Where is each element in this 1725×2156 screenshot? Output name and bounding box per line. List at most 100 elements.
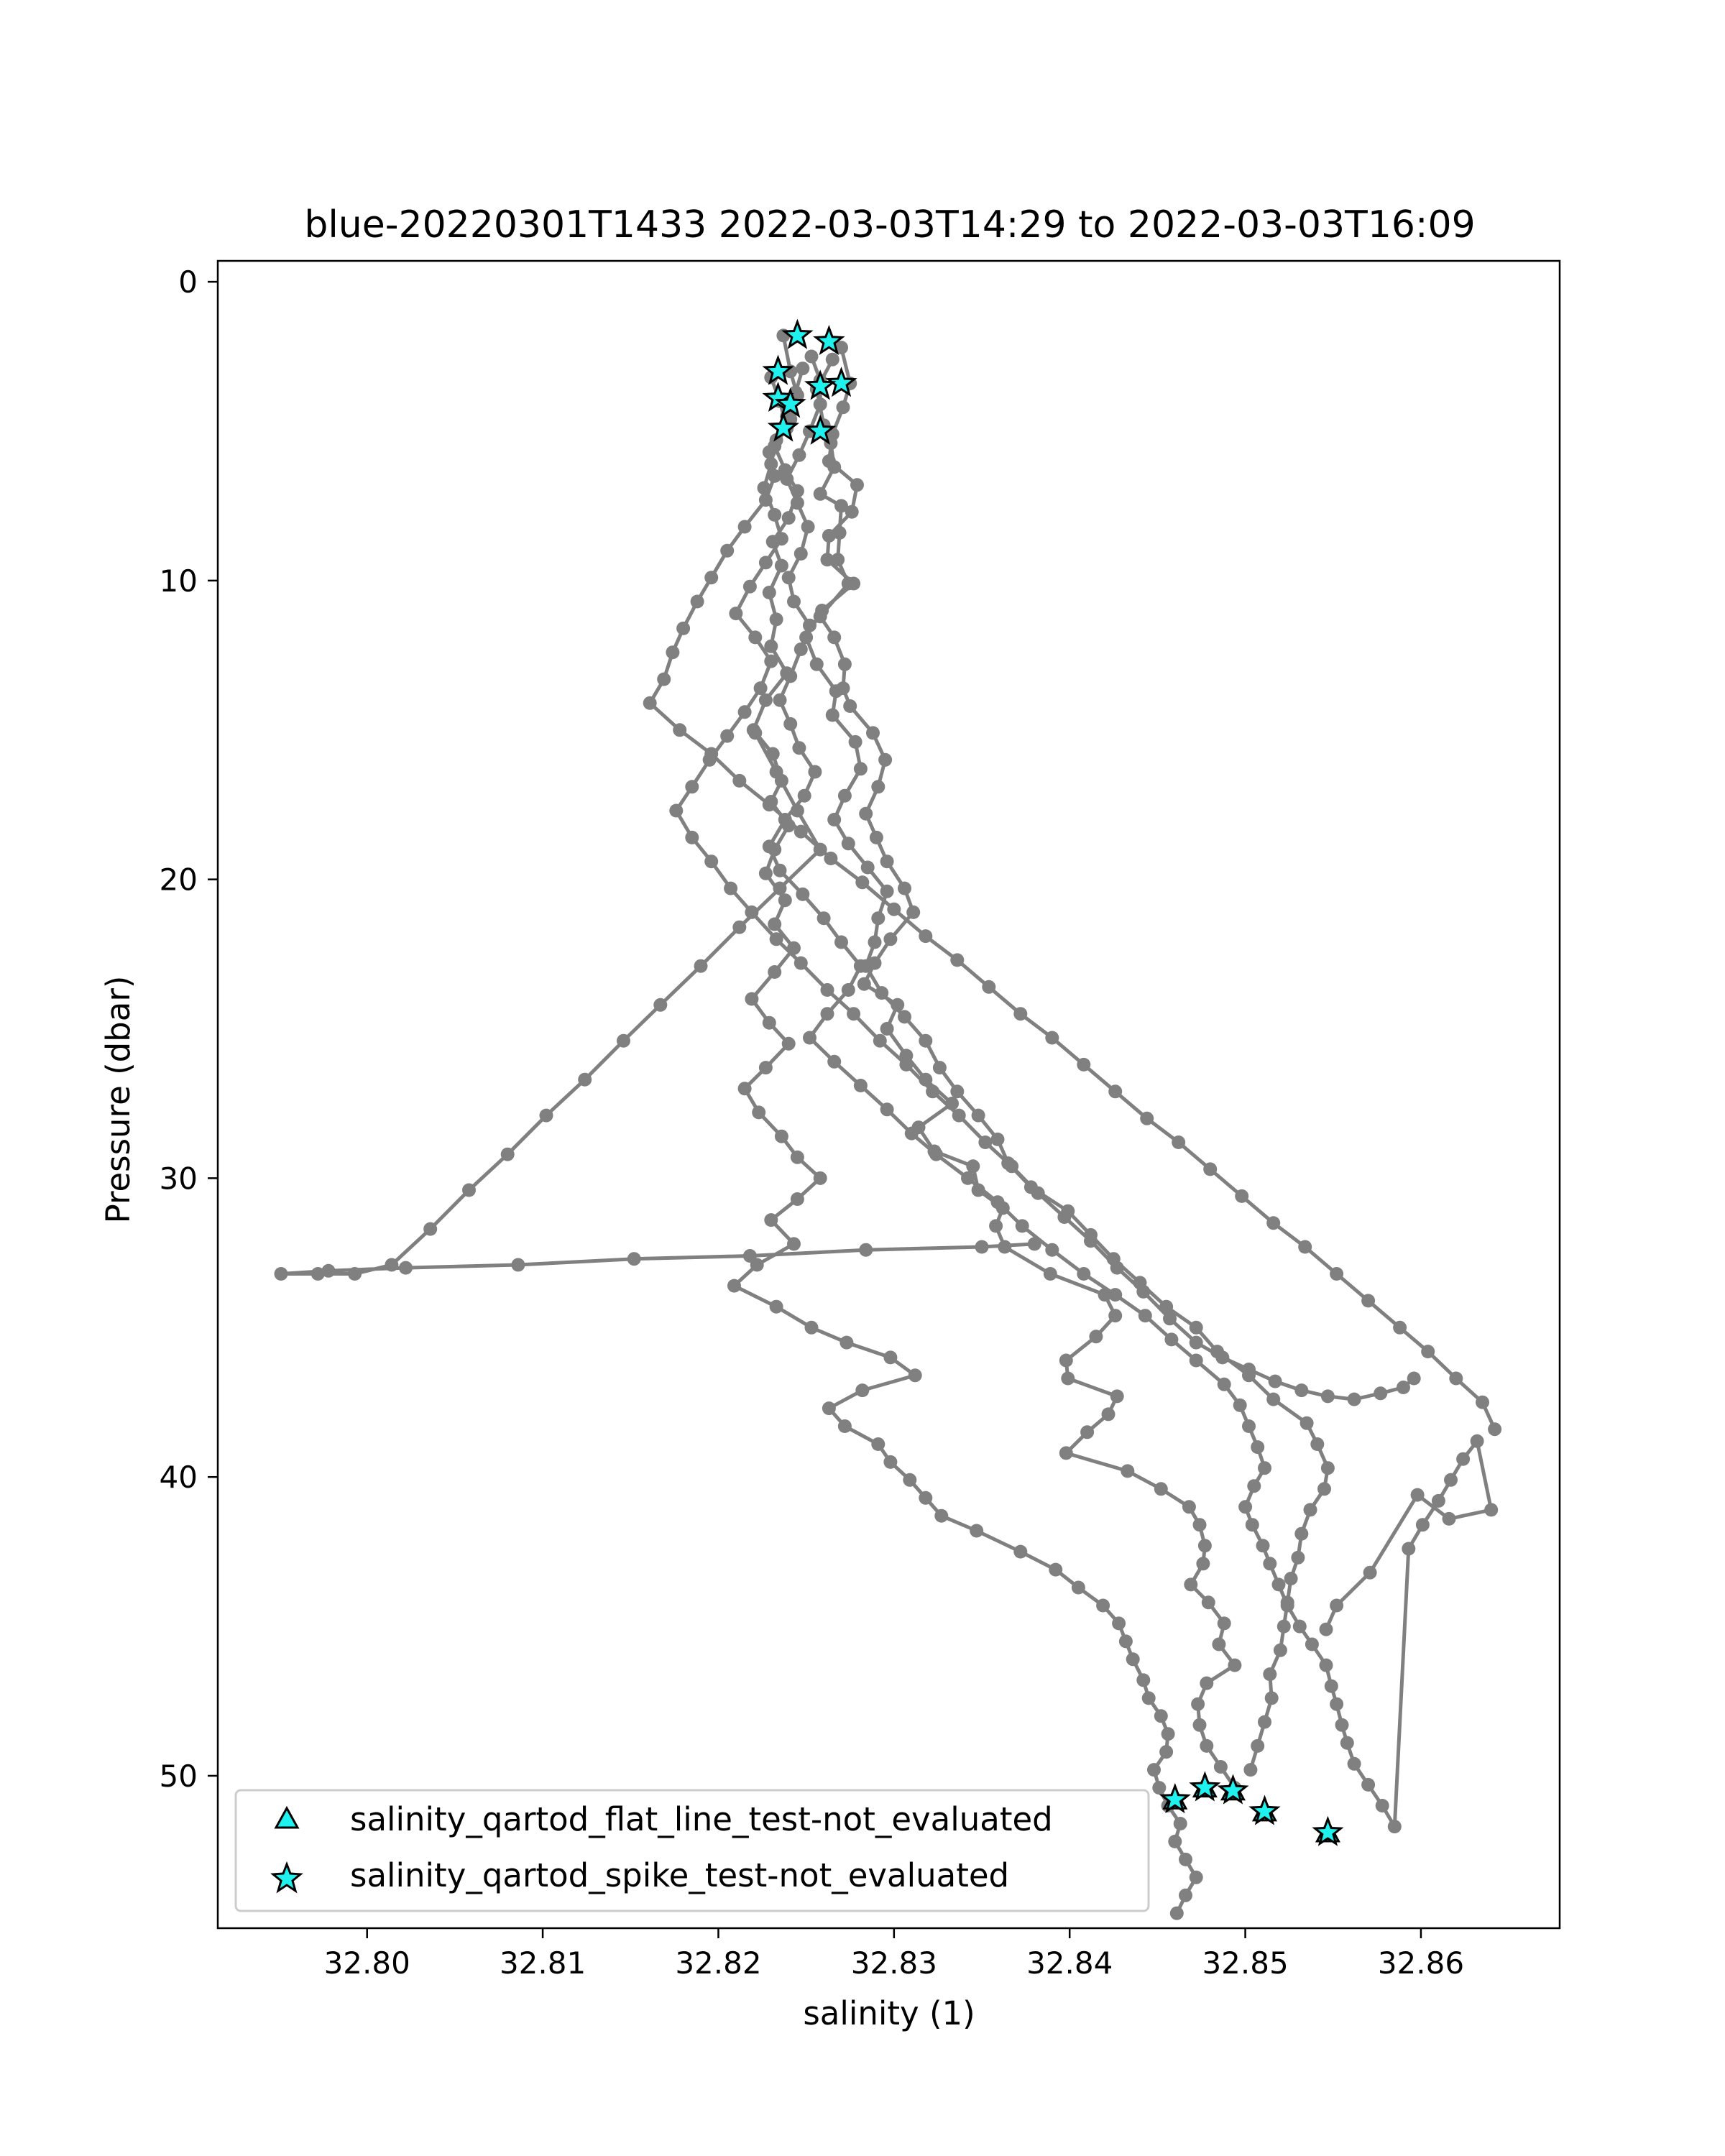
data-point (831, 553, 845, 567)
data-point (1320, 1389, 1335, 1404)
data-point (1330, 1697, 1344, 1711)
data-point (1161, 1727, 1175, 1741)
spike-marker (774, 387, 806, 418)
data-point (1173, 1817, 1187, 1830)
data-point (822, 1401, 836, 1416)
spike-marker (1189, 1771, 1221, 1802)
axes-frame (216, 259, 1561, 1930)
data-point (1172, 1135, 1186, 1149)
data-point (1488, 1422, 1502, 1437)
data-point (820, 983, 834, 997)
data-point (1159, 1745, 1174, 1759)
data-point (792, 741, 806, 755)
legend-triangle-marker (274, 1805, 300, 1829)
data-point (1126, 1652, 1140, 1667)
data-point (794, 824, 808, 839)
data-point (399, 1261, 413, 1275)
data-point (748, 630, 763, 645)
data-point (824, 852, 838, 865)
data-point (737, 705, 752, 719)
data-point (803, 1031, 816, 1045)
data-point (883, 1455, 898, 1469)
x-tick-label: 32.81 (500, 1945, 586, 1981)
data-point (1242, 1363, 1256, 1376)
data-point (704, 571, 719, 585)
data-point (1347, 1756, 1361, 1771)
data-point (727, 1279, 741, 1293)
data-point (848, 734, 862, 749)
data-point (758, 866, 773, 880)
data-point (742, 1249, 757, 1263)
data-point (769, 765, 783, 779)
data-point (1407, 1371, 1421, 1386)
data-point (1268, 1374, 1282, 1388)
data-point (975, 1240, 989, 1254)
data-point (1242, 1419, 1256, 1433)
data-point (762, 1015, 776, 1030)
data-point (1196, 1557, 1210, 1571)
data-point (737, 1082, 752, 1096)
data-point (843, 699, 857, 713)
data-point (801, 520, 815, 534)
data-point (1147, 1763, 1161, 1777)
data-point (853, 1079, 868, 1092)
spike-marker (825, 367, 857, 397)
data-point (1059, 1353, 1073, 1368)
data-point (1179, 1888, 1192, 1902)
y-axis-label: Pressure (dbar) (99, 976, 137, 1224)
data-point (790, 496, 804, 510)
data-point (880, 1022, 894, 1036)
data-point (1266, 1216, 1281, 1230)
legend-star-marker (270, 1861, 303, 1894)
data-point (768, 965, 782, 979)
data-point (809, 657, 824, 671)
data-point (1189, 1870, 1203, 1884)
data-point (1045, 1031, 1059, 1045)
data-point (919, 929, 933, 944)
data-point (837, 657, 852, 671)
data-point (768, 507, 782, 522)
data-point (1013, 1544, 1028, 1559)
data-point (855, 875, 870, 890)
data-point (971, 1183, 985, 1197)
data-point (871, 911, 886, 926)
data-point (834, 499, 848, 513)
data-point (462, 1183, 476, 1197)
data-point (827, 630, 842, 645)
data-point (1049, 1562, 1063, 1577)
data-point (1484, 1503, 1499, 1517)
data-point (773, 881, 787, 895)
data-point (970, 1524, 984, 1538)
data-point (742, 579, 757, 594)
data-point (1330, 1267, 1344, 1281)
spike-marker (762, 354, 794, 385)
data-point (796, 887, 810, 901)
data-point (1163, 1312, 1177, 1326)
data-point (764, 654, 778, 668)
data-point (787, 594, 801, 609)
data-point (880, 1102, 894, 1117)
data-point (898, 1010, 911, 1024)
data-point (878, 752, 893, 767)
data-point (825, 708, 840, 722)
data-point (1363, 1565, 1377, 1580)
data-point (643, 696, 657, 710)
data-point (1330, 1598, 1344, 1613)
data-point (837, 788, 852, 803)
spike-marker (1312, 1815, 1344, 1846)
data-point (1340, 1736, 1354, 1750)
data-point (1077, 1267, 1091, 1281)
data-point (797, 788, 811, 803)
data-point (1121, 1464, 1135, 1478)
data-point (729, 607, 743, 621)
data-point (768, 469, 782, 483)
data-point (825, 352, 840, 367)
data-point (720, 543, 735, 558)
legend-entry-flat-line: salinity_qartod_flat_line_test-not_evalu… (350, 1800, 1053, 1838)
data-point (1200, 1676, 1214, 1690)
data-point (820, 1007, 834, 1021)
data-point (768, 917, 782, 931)
data-point (764, 639, 778, 653)
data-point (919, 1491, 933, 1505)
data-point (1410, 1488, 1425, 1502)
